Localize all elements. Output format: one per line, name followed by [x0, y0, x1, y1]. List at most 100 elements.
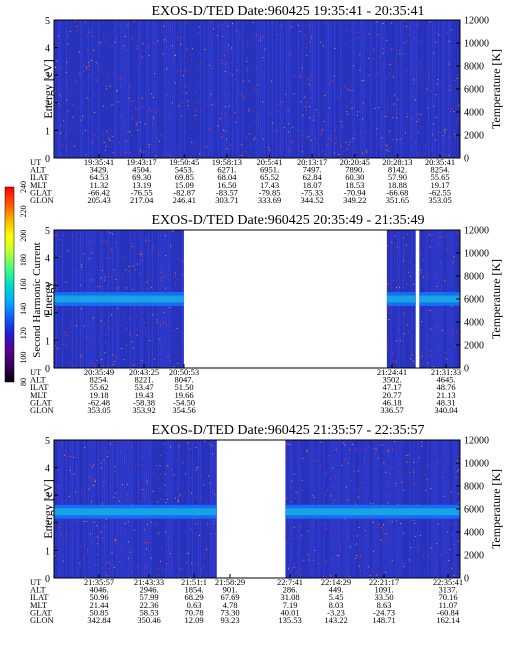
- panel-1-speckle: [290, 26, 292, 28]
- panel-1-speckle: [285, 93, 287, 95]
- panel-1-speckle: [313, 119, 315, 121]
- panel-1-streak: [180, 20, 181, 158]
- panel-1-speckle: [335, 137, 337, 139]
- panel-3-speckle: [445, 453, 447, 455]
- panel-2-speckle: [172, 230, 174, 232]
- panel-2-info-value: 55.62: [89, 382, 108, 392]
- panel-1-streak: [428, 20, 429, 158]
- panel-2-speckle: [79, 362, 81, 364]
- panel-1-speckle: [221, 113, 223, 115]
- panel-3-y2-tick-label: 6000: [464, 505, 484, 516]
- panel-1-speckle: [293, 75, 295, 77]
- panel-3-speckle: [68, 495, 70, 497]
- panel-1-speckle: [120, 78, 122, 80]
- panel-1-speckle: [234, 79, 236, 81]
- panel-1-speckle: [226, 61, 228, 63]
- panel-3-speckle: [381, 444, 383, 446]
- panel-1-streak: [308, 20, 309, 158]
- panel-3-speckle: [187, 552, 189, 554]
- panel-1-speckle: [180, 44, 182, 46]
- panel-3-speckle: [380, 482, 382, 484]
- panel-3-speckle: [120, 451, 122, 453]
- panel-1-speckle: [376, 128, 378, 130]
- panel-3-speckle: [98, 459, 100, 461]
- panel-3-info-value: 12.09: [184, 615, 203, 625]
- panel-1-speckle: [93, 49, 95, 51]
- panel-1-streak: [392, 20, 393, 158]
- panel-1-streak: [88, 20, 89, 158]
- panel-1-speckle: [380, 143, 382, 145]
- panel-3-speckle: [71, 473, 73, 475]
- panel-1-speckle: [152, 96, 154, 98]
- panel-3-speckle: [388, 537, 390, 539]
- panel-2-speckle: [147, 281, 149, 283]
- panel-2-speckle: [115, 356, 117, 358]
- panel-3-speckle: [198, 534, 200, 536]
- panel-1-speckle: [330, 140, 332, 142]
- panel-2-speckle: [94, 365, 96, 367]
- panel-3-speckle: [138, 482, 140, 484]
- panel-2-speckle: [435, 327, 437, 329]
- panel-1-speckle: [341, 124, 343, 126]
- panel-1-speckle: [362, 102, 364, 104]
- panel-1-streak: [224, 20, 225, 158]
- panel-1-streak: [126, 20, 127, 158]
- panel-1-streak: [368, 20, 369, 158]
- panel-2-speckle: [162, 322, 164, 324]
- panel-1-speckle: [417, 25, 419, 27]
- panel-1-speckle: [327, 53, 329, 55]
- panel-2-speckle: [438, 349, 440, 351]
- panel-1-speckle: [223, 129, 225, 131]
- panel-1-speckle: [406, 70, 408, 72]
- panel-3-speckle: [182, 462, 184, 464]
- panel-3-speckle: [70, 455, 72, 457]
- panel-1-speckle: [164, 122, 166, 124]
- panel-1-streak: [116, 20, 117, 158]
- panel-1-speckle: [115, 38, 117, 40]
- panel-1-speckle: [117, 77, 119, 79]
- panel-1-info-value: 20:5:41: [257, 157, 283, 167]
- panel-2-speckle: [109, 232, 111, 234]
- panel-1-streak: [152, 20, 153, 158]
- panel-1-speckle: [227, 25, 229, 27]
- panel-1-speckle: [228, 44, 230, 46]
- panel-1-info-value: 8254.: [430, 165, 449, 175]
- panel-1-speckle: [344, 42, 346, 44]
- panel-2-speckle: [387, 345, 389, 347]
- panel-3-speckle: [335, 476, 337, 478]
- panel-1-streak: [272, 20, 273, 158]
- panel-2-info-value: 8047.: [174, 375, 193, 385]
- panel-3-speckle: [102, 537, 104, 539]
- panel-1-speckle: [424, 153, 426, 155]
- panel-1-speckle: [458, 156, 460, 158]
- panel-2-speckle: [75, 325, 77, 327]
- panel-1-speckle: [143, 151, 145, 153]
- panel-3-speckle: [293, 562, 295, 564]
- panel-2-speckle: [407, 271, 409, 273]
- panel-1-streak: [366, 20, 367, 158]
- panel-2-info-value: 20:50:53: [169, 367, 199, 377]
- panel-1-streak: [436, 20, 437, 158]
- panel-2-speckle: [394, 260, 396, 262]
- panel-1-speckle: [437, 131, 439, 133]
- panel-3-speckle: [325, 575, 327, 577]
- panel-1-speckle: [365, 31, 367, 33]
- panel-2-speckle: [90, 279, 92, 281]
- panel-2-speckle: [67, 335, 69, 337]
- panel-1-speckle: [403, 42, 405, 44]
- panel-1-speckle: [76, 25, 78, 27]
- panel-1-speckle: [360, 130, 362, 132]
- panel-3-speckle: [355, 503, 357, 505]
- panel-1-speckle: [306, 47, 308, 49]
- panel-1-streak: [144, 20, 145, 158]
- panel-3-speckle: [372, 559, 374, 561]
- panel-1-speckle: [128, 97, 130, 99]
- panel-1-info-value: 217.04: [130, 195, 154, 205]
- panel-1-speckle: [206, 146, 208, 148]
- panel-1-speckle: [387, 109, 389, 111]
- panel-3-speckle: [360, 554, 362, 556]
- panel-3-speckle: [96, 543, 98, 545]
- panel-1-streak: [440, 20, 441, 158]
- panel-1-speckle: [123, 45, 125, 47]
